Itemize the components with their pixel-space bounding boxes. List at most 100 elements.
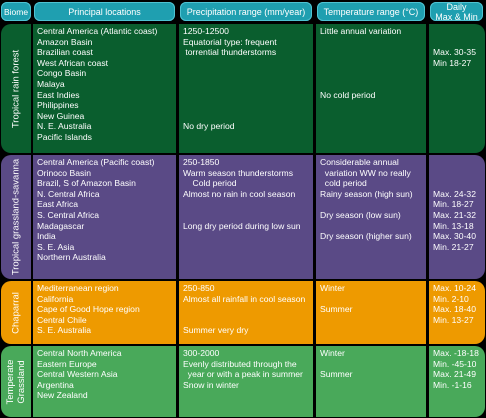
cell-line: Mediterranean region — [37, 283, 119, 293]
cell-line: New Zealand — [37, 390, 88, 401]
cell-line — [320, 47, 423, 58]
locations-cell: Central America (Pacific coast) Orinoco B… — [33, 155, 176, 279]
cell-line: Central North America — [37, 348, 122, 358]
cell-line: No cold period — [320, 89, 376, 100]
biome-tropical-grassland-savanna: Tropical grassland-savanna — [1, 155, 31, 279]
cell-line — [433, 79, 482, 90]
precipitation-cell: 300-2000 Evenly distributed through the y… — [179, 346, 313, 417]
cell-line — [183, 90, 310, 101]
cell-line: Min. 13-27 — [433, 314, 474, 325]
cell-line: N. Central Africa — [37, 188, 100, 199]
header-biome: Biome — [1, 2, 31, 21]
cell-line: S. Central Africa — [37, 209, 100, 220]
cell-line: 250-850 — [183, 283, 215, 293]
cell-line: torrential thunderstorms — [183, 47, 277, 58]
cell-line — [320, 242, 423, 253]
cell-line — [320, 37, 423, 48]
header-daily-line2: Max & Min — [435, 11, 478, 22]
cell-line — [320, 132, 423, 143]
cell-line: Orinoco Basin — [37, 167, 91, 178]
header-principal-locations: Principal locations — [34, 2, 175, 21]
biome-label: Tropical grassland-savanna — [10, 158, 22, 276]
precipitation-cell: 250-1850 Warm season thunderstorms Cold p… — [179, 155, 313, 279]
cell-line: Philippines — [37, 100, 79, 111]
cell-line: Min. 13-18 — [433, 220, 474, 231]
cell-line: India — [37, 231, 56, 242]
cell-line: Min. -45-10 — [433, 358, 477, 369]
cell-line: Dry season (low sun) — [320, 209, 401, 220]
cell-line: cold period — [320, 178, 367, 189]
cell-line: Min. 2-10 — [433, 293, 469, 304]
cell-line: Central Chile — [37, 314, 87, 325]
daily-max-min-cell: Max. 24-32 Min. 18-27 Max. 21-32 Min. 13-18… — [429, 155, 485, 279]
cell-line — [183, 199, 310, 210]
cell-line — [433, 26, 482, 37]
cell-line: Malaya — [37, 78, 65, 89]
cell-line: Northern Australia — [37, 252, 106, 263]
cell-line: Min 18-27 — [433, 57, 472, 68]
cell-line: Cold period — [183, 178, 237, 189]
cell-line: East Indies — [37, 89, 80, 100]
cell-line: Amazon Basin — [37, 36, 93, 47]
daily-max-min-cell: Max. -18-18 Min. -45-10 Max. 21-49 Min. -1-… — [429, 346, 485, 417]
cell-line: S. E. Asia — [37, 241, 75, 252]
cell-line: Eastern Europe — [37, 358, 97, 369]
cell-line — [183, 68, 310, 79]
cell-line — [183, 252, 310, 263]
cell-line: Max. 18-40 — [433, 304, 476, 315]
cell-line — [183, 79, 310, 90]
cell-line: Max. 10-24 — [433, 283, 476, 293]
cell-line — [183, 304, 310, 315]
cell-line: Long dry period during low sun — [183, 220, 301, 231]
cell-line: Madagascar — [37, 220, 85, 231]
cell-line: Winter — [320, 348, 345, 358]
cell-line — [320, 100, 423, 111]
cell-line: Congo Basin — [37, 68, 87, 79]
cell-line: California — [37, 293, 74, 304]
cell-line: Snow in winter — [183, 379, 239, 390]
cell-line — [183, 231, 310, 242]
cell-line: Considerable annual — [320, 157, 399, 167]
cell-line: 300-2000 — [183, 348, 220, 358]
cell-line: Almost all rainfall in cool season — [183, 293, 306, 304]
biome-label-line2: Grassland — [16, 359, 27, 404]
cell-line: Warm season thunderstorms — [183, 167, 294, 178]
temperature-cell: Little annual variation No cold period — [316, 24, 426, 153]
cell-line — [183, 132, 310, 143]
cell-line — [433, 157, 482, 168]
cell-line — [183, 111, 310, 122]
cell-line: New Guinea — [37, 110, 85, 121]
biome-label-line1: Temperate — [5, 359, 16, 404]
daily-max-min-cell: Max. 10-24 Min. 2-10 Max. 18-40 Min. 13-27 — [429, 281, 485, 344]
cell-line: Rainy season (high sun) — [320, 188, 413, 199]
locations-cell: Central America (Atlantic coast) Amazon B… — [33, 24, 176, 153]
cell-line: Summer — [320, 369, 353, 380]
header-daily-max-min: Daily Max & Min — [430, 2, 483, 22]
cell-line — [320, 121, 423, 132]
cell-line: Pacific Islands — [37, 131, 92, 142]
cell-line — [183, 390, 310, 401]
cell-line — [433, 121, 482, 132]
cell-line: West African coast — [37, 57, 109, 68]
cell-line: Min. 18-27 — [433, 199, 474, 210]
cell-line: Summer — [320, 304, 353, 315]
cell-line: Evenly distributed through the — [183, 358, 297, 369]
cell-line — [433, 168, 482, 179]
temperature-cell: Winter Summer — [316, 281, 426, 344]
biome-temperate-grassland: Temperate Grassland — [1, 346, 31, 417]
cell-line — [320, 359, 423, 370]
precipitation-cell: 1250-12500 Equatorial type: frequent torr… — [179, 24, 313, 153]
biome-chaparral: Chaparral — [1, 281, 31, 344]
cell-line: 250-1850 — [183, 157, 220, 167]
precipitation-cell: 250-850 Almost all rainfall in cool seaso… — [179, 281, 313, 344]
cell-line — [320, 315, 423, 326]
cell-line: No dry period — [183, 121, 235, 132]
locations-cell: Mediterranean region California Cape of Go… — [33, 281, 176, 344]
cell-line: Equatorial type: frequent — [183, 36, 277, 47]
cell-line — [433, 68, 482, 79]
cell-line — [183, 100, 310, 111]
cell-line — [183, 58, 310, 69]
daily-max-min-cell: Max. 30-35 Min 18-27 — [429, 24, 485, 153]
cell-line: Max. 21-32 — [433, 209, 476, 220]
cell-line — [433, 111, 482, 122]
